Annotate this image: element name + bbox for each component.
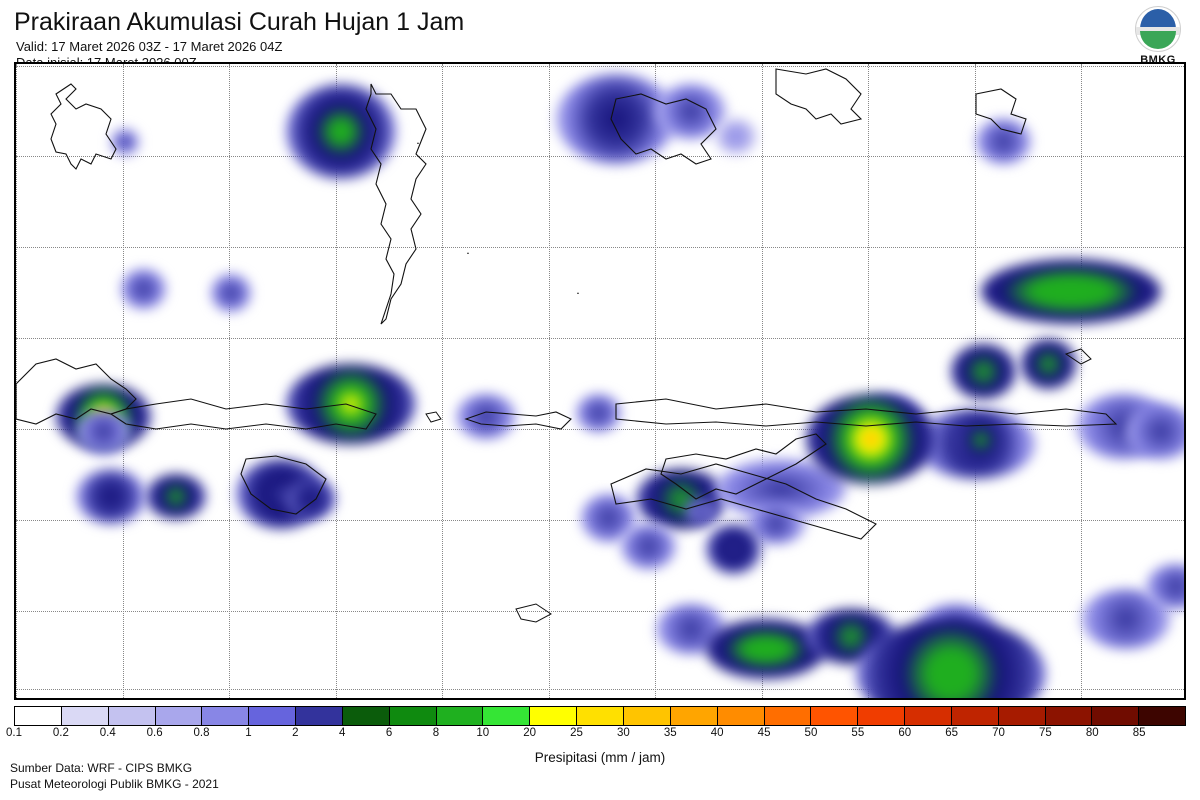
- colorbar-tick-label: 45: [758, 727, 771, 739]
- colorbar-segment-16: [765, 707, 812, 725]
- colorbar-segment-21: [999, 707, 1046, 725]
- colorbar-segment-17: [811, 707, 858, 725]
- colorbar-tick-label: 1: [245, 727, 251, 739]
- colorbar-tick-label: 0.8: [194, 727, 210, 739]
- source-line2: Pusat Meteorologi Publik BMKG - 2021: [10, 776, 219, 792]
- latitude-gridline: [16, 66, 1184, 67]
- page-title: Prakiraan Akumulasi Curah Hujan 1 Jam: [14, 8, 464, 37]
- map-frame[interactable]: 117E118E119E120E121E122E123E124E125E126E…: [14, 62, 1186, 700]
- colorbar-segment-9: [437, 707, 484, 725]
- precipitation-colorbar-ticks: 0.1 0.2 0.4 0.6 0.8 1 2 4 6 8 10 20 25 30 35 40 45 50 55 60…: [14, 726, 1186, 742]
- colorbar-tick-label: 4: [339, 727, 345, 739]
- weather-map-page: Prakiraan Akumulasi Curah Hujan 1 Jam Va…: [0, 0, 1200, 800]
- colorbar-tick-label: 65: [945, 727, 958, 739]
- colorbar-segment-2: [109, 707, 156, 725]
- colorbar-segment-4: [202, 707, 249, 725]
- colorbar-tick-label: 25: [570, 727, 583, 739]
- longitude-gridline: [762, 64, 763, 698]
- longitude-gridline: [229, 64, 230, 698]
- colorbar-segment-8: [390, 707, 437, 725]
- colorbar-tick-label: 55: [851, 727, 864, 739]
- colorbar-segment-20: [952, 707, 999, 725]
- longitude-gridline: [868, 64, 869, 698]
- latitude-gridline: [16, 247, 1184, 248]
- precipitation-colorbar: [14, 706, 1186, 726]
- colorbar-segment-12: [577, 707, 624, 725]
- colorbar-tick-label: 0.1: [6, 727, 22, 739]
- colorbar-tick-label: 80: [1086, 727, 1099, 739]
- colorbar-segment-0: [15, 707, 62, 725]
- longitude-gridline: [1081, 64, 1082, 698]
- colorbar-tick-label: 35: [664, 727, 677, 739]
- bmkg-logo: BMKG: [1130, 6, 1186, 66]
- colorbar-segment-3: [156, 707, 203, 725]
- colorbar-tick-label: 2: [292, 727, 298, 739]
- colorbar-segment-13: [624, 707, 671, 725]
- colorbar-tick-label: 0.2: [53, 727, 69, 739]
- colorbar-segment-15: [718, 707, 765, 725]
- colorbar-segment-23: [1092, 707, 1139, 725]
- colorbar-tick-label: 0.4: [100, 727, 116, 739]
- latitude-gridline: [16, 338, 1184, 339]
- longitude-gridline: [123, 64, 124, 698]
- bmkg-logo-icon: [1135, 6, 1181, 52]
- legend-title: Presipitasi (mm / jam): [14, 750, 1186, 765]
- colorbar-segment-6: [296, 707, 343, 725]
- colorbar-tick-label: 0.6: [147, 727, 163, 739]
- colorbar-tick-label: 70: [992, 727, 1005, 739]
- latitude-gridline: [16, 611, 1184, 612]
- colorbar-tick-label: 20: [523, 727, 536, 739]
- colorbar-segment-19: [905, 707, 952, 725]
- colorbar-tick-label: 50: [805, 727, 818, 739]
- colorbar-segment-11: [530, 707, 577, 725]
- colorbar-segment-18: [858, 707, 905, 725]
- colorbar-tick-label: 6: [386, 727, 392, 739]
- colorbar-tick-label: 75: [1039, 727, 1052, 739]
- legend-block: 0.1 0.2 0.4 0.6 0.8 1 2 4 6 8 10 20 25 30 35 40 45 50 55 60…: [14, 706, 1186, 765]
- colorbar-tick-label: 8: [433, 727, 439, 739]
- colorbar-tick-label: 30: [617, 727, 630, 739]
- colorbar-segment-22: [1046, 707, 1093, 725]
- longitude-gridline: [655, 64, 656, 698]
- colorbar-tick-label: 85: [1133, 727, 1146, 739]
- colorbar-segment-10: [483, 707, 530, 725]
- colorbar-tick-label: 40: [711, 727, 724, 739]
- longitude-gridline: [442, 64, 443, 698]
- colorbar-tick-label: 10: [476, 727, 489, 739]
- colorbar-segment-5: [249, 707, 296, 725]
- colorbar-segment-24: [1139, 707, 1185, 725]
- colorbar-segment-1: [62, 707, 109, 725]
- header-block: Prakiraan Akumulasi Curah Hujan 1 Jam Va…: [14, 8, 464, 70]
- map-canvas: 117E118E119E120E121E122E123E124E125E126E…: [16, 64, 1184, 698]
- colorbar-segment-7: [343, 707, 390, 725]
- longitude-gridline: [549, 64, 550, 698]
- colorbar-tick-label: 60: [898, 727, 911, 739]
- longitude-gridline: [16, 64, 17, 698]
- valid-time-label: Valid: 17 Maret 2026 03Z - 17 Maret 2026…: [16, 39, 464, 54]
- colorbar-segment-14: [671, 707, 718, 725]
